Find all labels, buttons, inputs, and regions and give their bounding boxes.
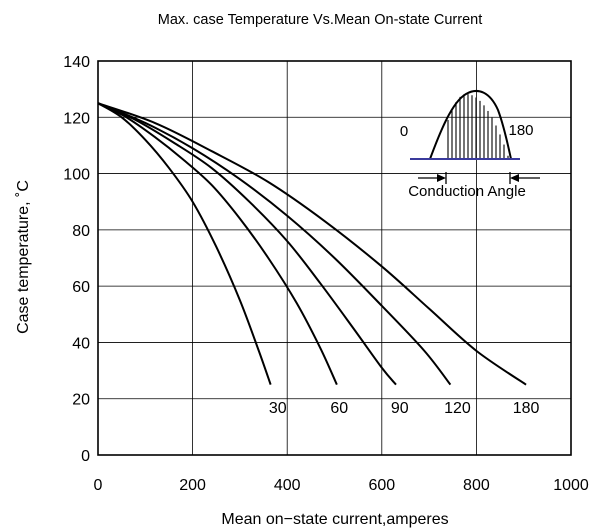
plot-frame: [97, 60, 572, 456]
y-tick-label: 100: [63, 167, 90, 184]
y-tick-label: 120: [63, 110, 90, 127]
inset-zero-label: 0: [400, 123, 408, 140]
y-tick-label: 40: [72, 335, 90, 352]
series-line-180: [97, 102, 527, 386]
series-line-60: [97, 102, 338, 386]
series-line-90: [97, 102, 397, 386]
grid: [98, 61, 571, 455]
series-label-60: 60: [330, 400, 348, 417]
inset-180-label: 180: [508, 122, 533, 139]
curve-labels: 30 60 90 120 180: [269, 400, 540, 417]
curves: [97, 102, 527, 386]
x-tick-label: 800: [463, 477, 490, 494]
y-ticks: 0 20 40 60 80 100 120 140: [63, 54, 90, 465]
x-tick-label: 0: [94, 477, 103, 494]
angle-arrowhead-right: [510, 174, 519, 182]
series-label-30: 30: [269, 400, 287, 417]
y-tick-label: 60: [72, 279, 90, 296]
x-tick-label: 600: [368, 477, 395, 494]
y-tick-label: 80: [72, 223, 90, 240]
series-label-120: 120: [444, 400, 471, 417]
y-tick-label: 0: [81, 448, 90, 465]
series-line-120: [97, 102, 452, 386]
y-tick-label: 140: [63, 54, 90, 71]
x-ticks: 0 200 400 600 800 1000: [94, 477, 589, 494]
half-sine-waveform: [429, 90, 512, 160]
conduction-angle-inset: 0 180 Conduction Angle: [400, 90, 540, 200]
series-label-90: 90: [391, 400, 409, 417]
x-tick-label: 400: [274, 477, 301, 494]
conduction-hatching: [447, 94, 509, 159]
x-axis-label: Mean on−state current,amperes: [221, 511, 448, 528]
y-axis-label: Case temperature, ˚C: [15, 180, 32, 334]
x-tick-label: 1000: [553, 477, 589, 494]
inset-caption: Conduction Angle: [408, 183, 526, 200]
series-line-30: [97, 102, 272, 385]
y-tick-label: 20: [72, 392, 90, 409]
plot-border: [97, 60, 572, 456]
angle-arrowhead-left: [437, 174, 446, 182]
x-tick-label: 200: [179, 477, 206, 494]
chart-title: Max. case Temperature Vs.Mean On-state C…: [158, 12, 483, 28]
series-label-180: 180: [513, 400, 540, 417]
